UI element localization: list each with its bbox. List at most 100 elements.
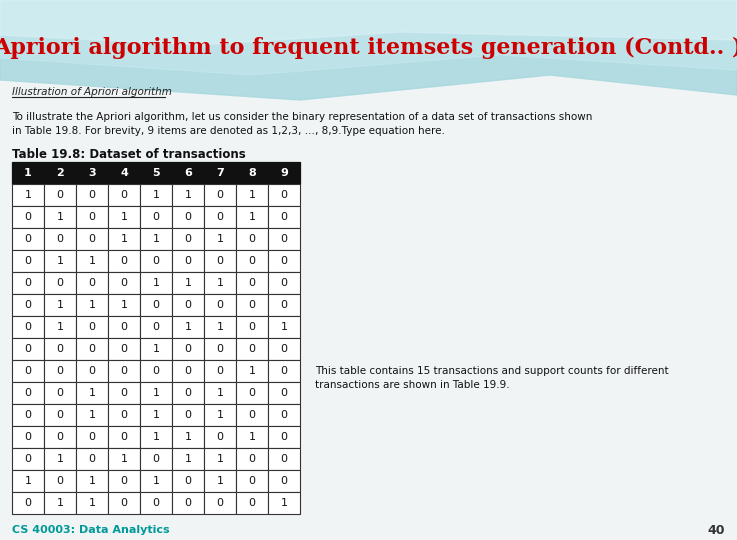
Bar (12, 338, 44, 360)
Bar (268, 448, 300, 470)
Text: 1: 1 (153, 388, 159, 398)
Text: 0: 0 (88, 432, 96, 442)
Bar (268, 162, 300, 184)
Bar (268, 228, 300, 250)
Bar (108, 162, 140, 184)
Bar (204, 162, 236, 184)
Text: 0: 0 (121, 190, 128, 200)
Bar (12, 492, 44, 514)
Text: 1: 1 (217, 234, 223, 244)
Bar (268, 294, 300, 316)
Text: 0: 0 (248, 410, 256, 420)
Text: 0: 0 (281, 300, 287, 310)
Text: 0: 0 (281, 212, 287, 222)
Text: 0: 0 (121, 476, 128, 486)
Text: CS 40003: Data Analytics: CS 40003: Data Analytics (12, 525, 170, 535)
Text: 0: 0 (281, 234, 287, 244)
Bar (236, 206, 268, 228)
Bar (140, 184, 172, 206)
Text: 0: 0 (217, 344, 223, 354)
Text: 0: 0 (248, 234, 256, 244)
Bar (12, 470, 44, 492)
Bar (268, 338, 300, 360)
Bar (140, 426, 172, 448)
Bar (108, 404, 140, 426)
Text: 0: 0 (153, 322, 159, 332)
Text: 0: 0 (88, 454, 96, 464)
Bar (204, 492, 236, 514)
Text: 1: 1 (88, 300, 96, 310)
Text: 0: 0 (121, 388, 128, 398)
Text: 0: 0 (88, 190, 96, 200)
Text: 1: 1 (217, 476, 223, 486)
Bar (44, 250, 76, 272)
Text: 2: 2 (56, 168, 64, 178)
Text: 0: 0 (24, 432, 32, 442)
Bar (44, 404, 76, 426)
Text: 0: 0 (57, 388, 63, 398)
Text: 1: 1 (217, 454, 223, 464)
Text: 0: 0 (184, 212, 192, 222)
Text: 0: 0 (281, 476, 287, 486)
Text: 0: 0 (281, 454, 287, 464)
Text: 0: 0 (217, 366, 223, 376)
Bar (204, 382, 236, 404)
Bar (268, 492, 300, 514)
Text: 0: 0 (184, 388, 192, 398)
Text: 1: 1 (57, 454, 63, 464)
Bar (172, 250, 204, 272)
Text: 0: 0 (217, 212, 223, 222)
Text: 0: 0 (281, 278, 287, 288)
Text: To illustrate the Apriori algorithm, let us consider the binary representation o: To illustrate the Apriori algorithm, let… (12, 112, 593, 122)
Bar (172, 338, 204, 360)
Text: 0: 0 (24, 498, 32, 508)
Text: 0: 0 (248, 454, 256, 464)
Bar (12, 228, 44, 250)
Text: 0: 0 (24, 212, 32, 222)
Bar (12, 184, 44, 206)
Bar (12, 426, 44, 448)
Bar (204, 338, 236, 360)
Bar (172, 294, 204, 316)
Text: 1: 1 (88, 388, 96, 398)
Text: 4: 4 (120, 168, 128, 178)
Text: 0: 0 (88, 322, 96, 332)
Text: 0: 0 (24, 366, 32, 376)
Text: Table 19.8: Dataset of transactions: Table 19.8: Dataset of transactions (12, 148, 245, 161)
Bar (172, 426, 204, 448)
Bar (76, 492, 108, 514)
Bar (236, 404, 268, 426)
Bar (172, 206, 204, 228)
Text: 0: 0 (184, 410, 192, 420)
Bar (108, 228, 140, 250)
Text: 0: 0 (153, 212, 159, 222)
Text: 0: 0 (248, 344, 256, 354)
Text: 0: 0 (57, 190, 63, 200)
Bar (172, 316, 204, 338)
Bar (12, 272, 44, 294)
Bar (268, 426, 300, 448)
Text: 1: 1 (24, 476, 32, 486)
Text: 1: 1 (153, 278, 159, 288)
Polygon shape (0, 0, 737, 75)
Text: 0: 0 (281, 388, 287, 398)
Text: 0: 0 (121, 410, 128, 420)
Text: 0: 0 (217, 256, 223, 266)
Text: 1: 1 (88, 498, 96, 508)
Bar (44, 228, 76, 250)
Bar (268, 316, 300, 338)
Bar (44, 162, 76, 184)
Bar (268, 206, 300, 228)
Bar (172, 448, 204, 470)
Bar (236, 228, 268, 250)
Bar (108, 426, 140, 448)
Text: 0: 0 (184, 344, 192, 354)
Bar (236, 338, 268, 360)
Text: 0: 0 (24, 454, 32, 464)
Bar (204, 250, 236, 272)
Text: 0: 0 (184, 300, 192, 310)
Text: 0: 0 (24, 410, 32, 420)
Bar (236, 426, 268, 448)
Bar (76, 206, 108, 228)
Text: 1: 1 (248, 190, 256, 200)
